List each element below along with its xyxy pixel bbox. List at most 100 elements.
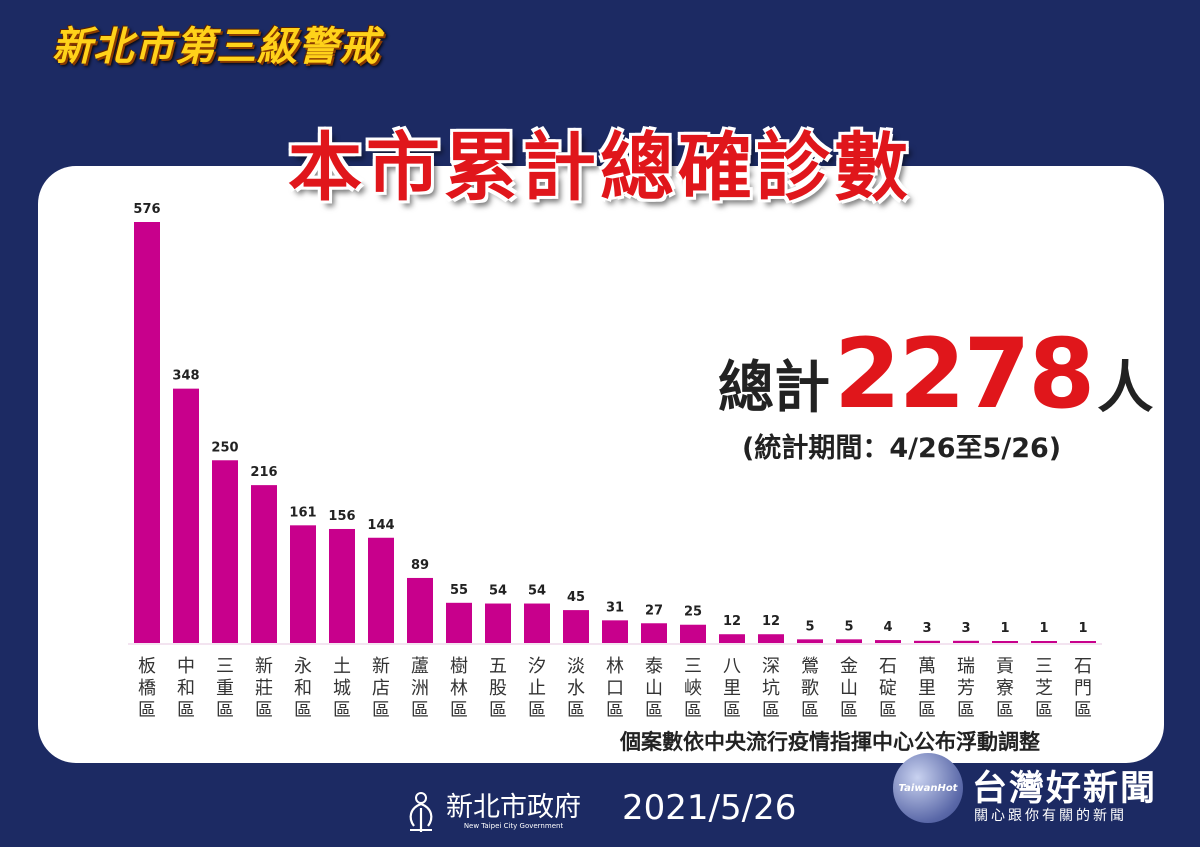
category-label-12-0: 林	[606, 656, 624, 677]
category-label-10-0: 汐	[528, 656, 546, 677]
bar-18	[836, 639, 862, 643]
data-label-0: 576	[133, 202, 160, 217]
bar-2	[212, 460, 238, 643]
category-label-9-1: 股	[489, 678, 507, 699]
watermark-slogan: 關心跟你有關的新聞	[974, 808, 1127, 824]
bar-10	[524, 603, 550, 643]
category-label-21-1: 芳	[957, 678, 975, 699]
data-label-15: 12	[723, 614, 741, 629]
data-label-4: 161	[289, 505, 316, 520]
category-label-20-1: 里	[918, 678, 936, 699]
category-label-7-1: 洲	[411, 678, 429, 699]
bar-17	[797, 639, 823, 643]
data-label-22: 1	[1000, 621, 1009, 636]
category-label-0-0: 板	[138, 656, 156, 677]
category-label-9-2: 區	[489, 700, 507, 721]
category-label-20-0: 萬	[918, 656, 936, 677]
bar-1	[173, 388, 199, 643]
alert-level-title: 新北市第三級警戒	[52, 24, 380, 70]
bar-15	[719, 634, 745, 643]
category-label-8-0: 樹	[450, 656, 468, 677]
category-label-23-1: 芝	[1035, 678, 1053, 699]
bar-3	[251, 485, 277, 643]
category-label-22-0: 貢	[996, 656, 1014, 677]
data-label-24: 1	[1078, 621, 1087, 636]
category-label-19-1: 碇	[879, 678, 897, 699]
stat-period: (統計期間：4/26至5/26)	[742, 433, 1062, 464]
category-label-10-2: 區	[528, 700, 546, 721]
data-label-1: 348	[172, 369, 199, 384]
data-label-18: 5	[844, 619, 853, 634]
category-label-14-1: 峽	[684, 678, 702, 699]
category-label-17-0: 鶯	[801, 656, 819, 677]
category-label-12-2: 區	[606, 700, 624, 721]
category-label-0-1: 橋	[138, 678, 156, 699]
bar-8	[446, 602, 472, 643]
category-label-19-0: 石	[879, 656, 897, 677]
data-label-17: 5	[805, 619, 814, 634]
category-label-22-2: 區	[996, 700, 1014, 721]
category-label-1-2: 區	[177, 700, 195, 721]
category-label-16-2: 區	[762, 700, 780, 721]
category-label-6-2: 區	[372, 700, 390, 721]
category-label-17-2: 區	[801, 700, 819, 721]
bar-20	[914, 640, 940, 643]
total-value: 2278	[834, 318, 1095, 430]
data-label-12: 31	[606, 600, 624, 615]
category-label-3-1: 莊	[255, 678, 273, 699]
bar-12	[602, 620, 628, 643]
category-label-4-0: 永	[294, 656, 312, 677]
data-label-8: 55	[450, 583, 468, 598]
category-label-24-1: 門	[1074, 678, 1092, 699]
category-label-0-2: 區	[138, 700, 156, 721]
category-label-13-1: 山	[645, 678, 663, 699]
publish-date: 2021/5/26	[622, 788, 797, 828]
data-label-20: 3	[922, 621, 931, 636]
category-label-6-0: 新	[372, 656, 390, 677]
category-label-18-0: 金	[840, 656, 858, 677]
category-label-13-2: 區	[645, 700, 663, 721]
category-label-2-1: 重	[216, 678, 234, 699]
bar-16	[758, 634, 784, 643]
data-label-23: 1	[1039, 621, 1048, 636]
category-label-8-2: 區	[450, 700, 468, 721]
category-label-6-1: 店	[372, 678, 390, 699]
category-label-12-1: 口	[606, 678, 624, 699]
data-label-6: 144	[367, 518, 394, 533]
category-label-10-1: 止	[528, 678, 546, 699]
bar-22	[992, 641, 1018, 643]
bar-19	[875, 640, 901, 643]
category-label-14-2: 區	[684, 700, 702, 721]
gov-logo: 新北市政府 New Taipei City Government	[404, 790, 581, 834]
category-label-23-0: 三	[1035, 656, 1053, 677]
category-label-18-2: 區	[840, 700, 858, 721]
category-label-5-0: 土	[333, 656, 351, 677]
category-label-5-1: 城	[333, 678, 351, 699]
data-label-21: 3	[961, 621, 970, 636]
category-label-11-2: 區	[567, 700, 585, 721]
watermark-logo-text: TaiwanHot	[898, 782, 958, 794]
data-label-10: 54	[528, 584, 546, 599]
main-title: 本市累計總確診數	[288, 125, 912, 211]
bar-7	[407, 577, 433, 643]
category-label-2-0: 三	[216, 656, 234, 677]
bar-11	[563, 610, 589, 643]
bar-0	[134, 222, 160, 643]
category-label-24-2: 區	[1074, 700, 1092, 721]
category-label-9-0: 五	[489, 656, 507, 677]
category-label-7-0: 蘆	[411, 656, 429, 677]
taiwanhot-logo-icon: TaiwanHot	[893, 753, 963, 823]
category-label-11-1: 水	[567, 678, 585, 699]
data-label-5: 156	[328, 509, 355, 524]
category-label-2-2: 區	[216, 700, 234, 721]
category-label-5-2: 區	[333, 700, 351, 721]
category-label-3-2: 區	[255, 700, 273, 721]
bar-24	[1070, 641, 1096, 643]
category-label-23-2: 區	[1035, 700, 1053, 721]
bar-13	[641, 623, 667, 643]
category-label-21-2: 區	[957, 700, 975, 721]
bar-6	[368, 537, 394, 643]
gov-name: 新北市政府	[446, 792, 581, 823]
category-label-24-0: 石	[1074, 656, 1092, 677]
